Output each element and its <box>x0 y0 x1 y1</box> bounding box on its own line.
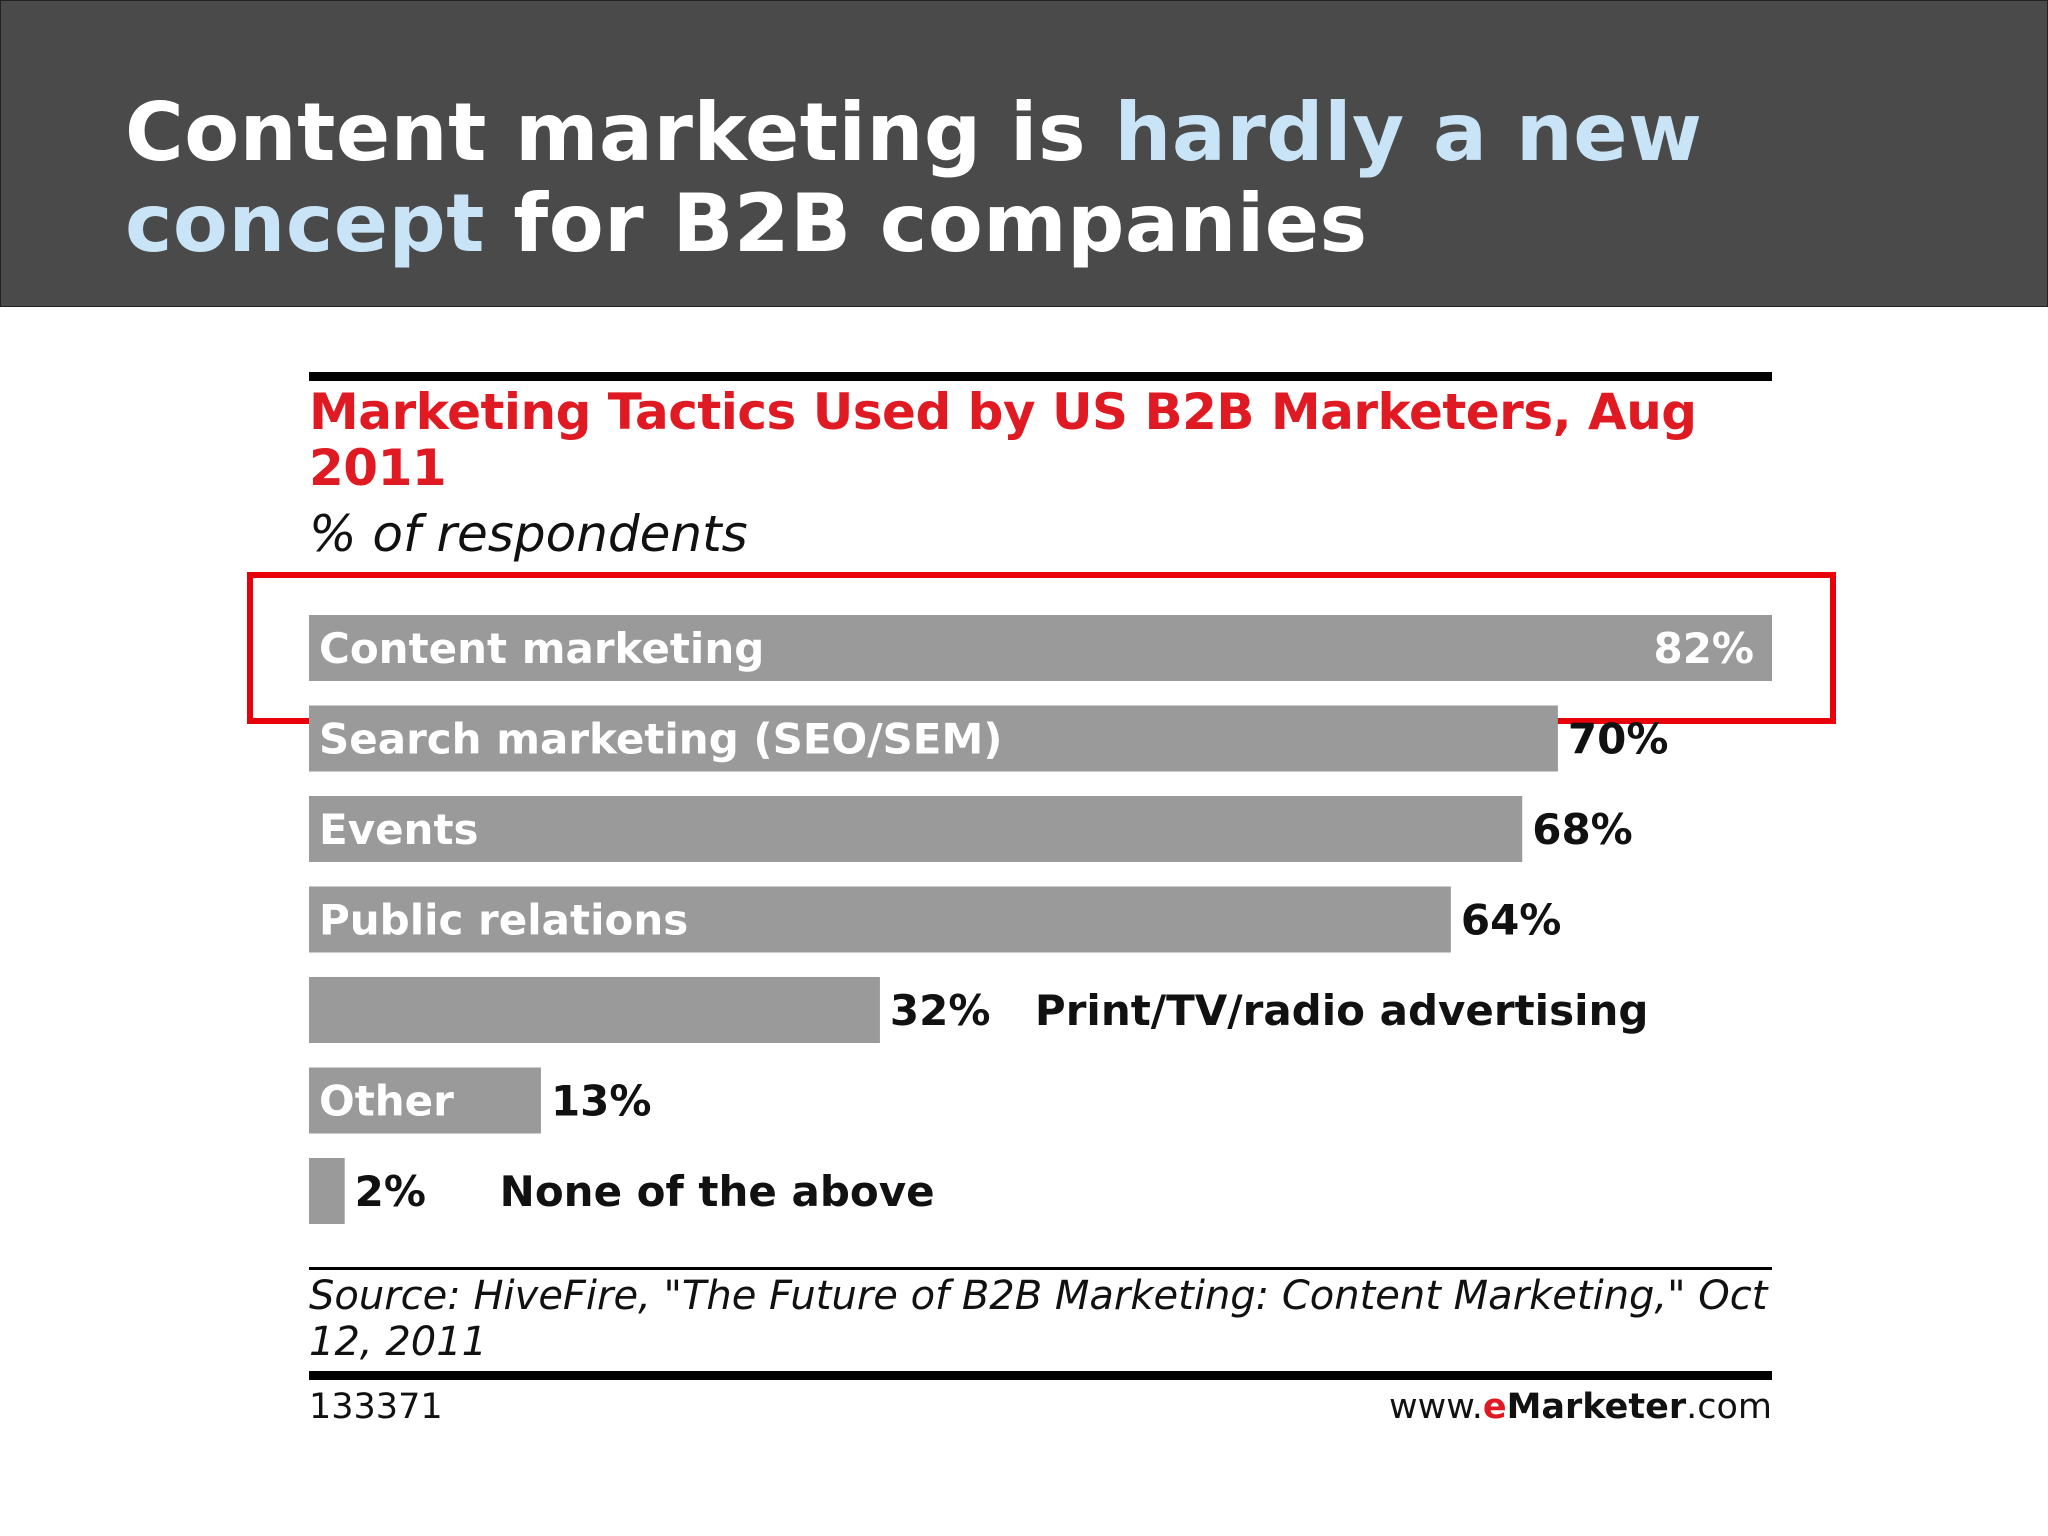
headline-part-2: for B2B companies <box>485 177 1368 270</box>
source-divider <box>309 1267 1772 1270</box>
bar-content-marketing <box>309 615 1772 681</box>
brand-suffix: .com <box>1686 1387 1772 1427</box>
chart-subtitle: % of respondents <box>309 505 748 563</box>
headline-part-1: Content marketing is <box>125 86 1115 179</box>
value-label-none-of-the-above: 2% <box>355 1167 426 1216</box>
bar-public-relations <box>309 886 1451 953</box>
category-label-public-relations: Public relations <box>319 896 688 945</box>
category-label-other: Other <box>319 1077 454 1126</box>
chart-source: Source: HiveFire, "The Future of B2B Mar… <box>309 1273 1768 1365</box>
headline-highlight-1: hardly a new <box>1114 86 1703 179</box>
category-label-events: Events <box>319 805 479 854</box>
value-label-public-relations: 64% <box>1461 896 1562 945</box>
brand-marketer: Marketer <box>1506 1387 1687 1427</box>
emarketer-logo: www.eMarketer.com <box>1389 1387 1772 1427</box>
value-label-other: 13% <box>551 1077 652 1126</box>
slide-headline: Content marketing is hardly a new concept… <box>125 87 1925 269</box>
value-label-content-marketing: 82% <box>1653 624 1754 673</box>
brand-e: e <box>1482 1387 1507 1427</box>
bar-search-marketing-seo-sem <box>309 705 1558 772</box>
bar-other <box>309 1067 541 1134</box>
category-label-none-of-the-above: None of the above <box>500 1167 935 1216</box>
category-label-print-tv-radio-advertising: Print/TV/radio advertising <box>1035 986 1649 1035</box>
bar-none-of-the-above <box>309 1158 345 1224</box>
chart-title: Marketing Tactics Used by US B2B Markete… <box>309 383 1697 497</box>
chart-bottom-rule <box>309 1371 1772 1380</box>
value-label-print-tv-radio-advertising: 32% <box>890 986 991 1035</box>
slide-header: Content marketing is hardly a new concept… <box>0 0 2048 307</box>
category-label-search-marketing-seo-sem: Search marketing (SEO/SEM) <box>319 715 1002 764</box>
value-label-search-marketing-seo-sem: 70% <box>1568 715 1669 764</box>
bar-print-tv-radio-advertising <box>309 977 880 1043</box>
bar-events <box>309 796 1523 862</box>
category-label-content-marketing: Content marketing <box>319 624 764 673</box>
brand-prefix: www. <box>1389 1387 1483 1427</box>
value-label-events: 68% <box>1532 805 1633 854</box>
chart-id: 133371 <box>309 1387 443 1427</box>
chart-top-rule <box>309 372 1772 381</box>
headline-highlight-2: concept <box>125 177 486 270</box>
